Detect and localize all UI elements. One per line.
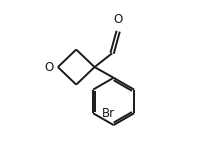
- Text: O: O: [114, 13, 123, 26]
- Text: Br: Br: [101, 107, 115, 120]
- Text: O: O: [44, 61, 53, 74]
